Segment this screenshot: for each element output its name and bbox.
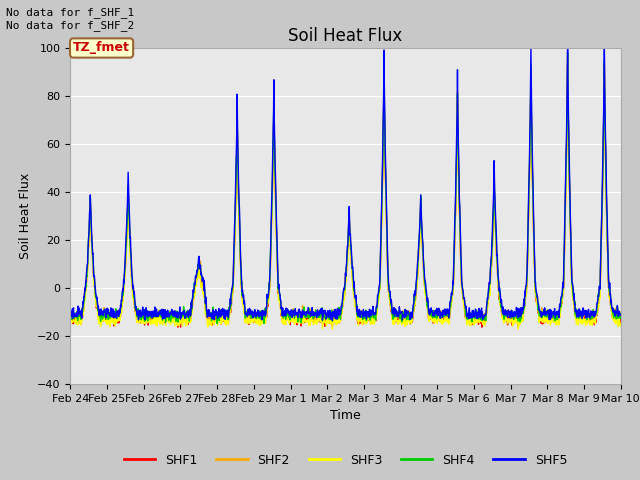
SHF1	[67, 312, 74, 318]
SHF1	[617, 319, 625, 325]
SHF5	[67, 307, 74, 313]
SHF1	[251, 316, 259, 322]
SHF3	[67, 315, 74, 321]
SHF5	[328, 318, 336, 324]
Line: SHF5: SHF5	[70, 36, 621, 321]
Title: Soil Heat Flux: Soil Heat Flux	[289, 27, 403, 45]
SHF2	[328, 322, 336, 328]
SHF2	[431, 310, 439, 315]
SHF4	[175, 313, 183, 319]
SHF3	[504, 317, 511, 323]
SHF4	[504, 310, 511, 315]
SHF3	[175, 323, 183, 328]
Line: SHF3: SHF3	[70, 70, 621, 329]
SHF1	[189, 297, 197, 302]
SHF3	[328, 326, 336, 332]
SHF1	[431, 315, 439, 321]
SHF5	[431, 308, 439, 313]
SHF1	[504, 317, 511, 323]
SHF1	[174, 324, 182, 330]
SHF1	[552, 315, 559, 321]
X-axis label: Time: Time	[330, 409, 361, 422]
SHF5	[175, 309, 183, 315]
Line: SHF2: SHF2	[70, 53, 621, 325]
Y-axis label: Soil Heat Flux: Soil Heat Flux	[19, 173, 31, 259]
SHF3	[189, 299, 196, 304]
SHF5	[564, 33, 572, 39]
SHF5	[250, 309, 258, 314]
SHF4	[617, 312, 625, 317]
SHF3	[564, 67, 572, 72]
SHF2	[175, 315, 183, 321]
SHF3	[431, 318, 439, 324]
Text: No data for f_SHF_1
No data for f_SHF_2: No data for f_SHF_1 No data for f_SHF_2	[6, 7, 134, 31]
Legend: SHF1, SHF2, SHF3, SHF4, SHF5: SHF1, SHF2, SHF3, SHF4, SHF5	[119, 449, 572, 472]
SHF4	[251, 314, 259, 320]
SHF4	[552, 310, 559, 316]
SHF4	[189, 294, 196, 300]
SHF2	[617, 315, 625, 321]
SHF3	[552, 313, 559, 319]
SHF4	[564, 49, 572, 55]
SHF2	[504, 310, 511, 316]
SHF5	[189, 292, 196, 298]
SHF4	[213, 321, 221, 326]
SHF2	[564, 50, 572, 56]
SHF2	[67, 309, 74, 315]
Text: TZ_fmet: TZ_fmet	[73, 41, 130, 55]
SHF1	[176, 317, 184, 323]
SHF3	[617, 321, 625, 326]
Line: SHF4: SHF4	[70, 52, 621, 324]
Line: SHF1: SHF1	[70, 64, 621, 327]
SHF3	[250, 313, 258, 319]
SHF2	[189, 296, 196, 301]
SHF4	[431, 312, 439, 318]
SHF5	[504, 312, 511, 317]
SHF2	[552, 310, 559, 316]
SHF5	[552, 310, 559, 316]
SHF2	[250, 309, 258, 314]
SHF5	[617, 312, 625, 317]
SHF4	[67, 310, 74, 316]
SHF1	[564, 61, 572, 67]
